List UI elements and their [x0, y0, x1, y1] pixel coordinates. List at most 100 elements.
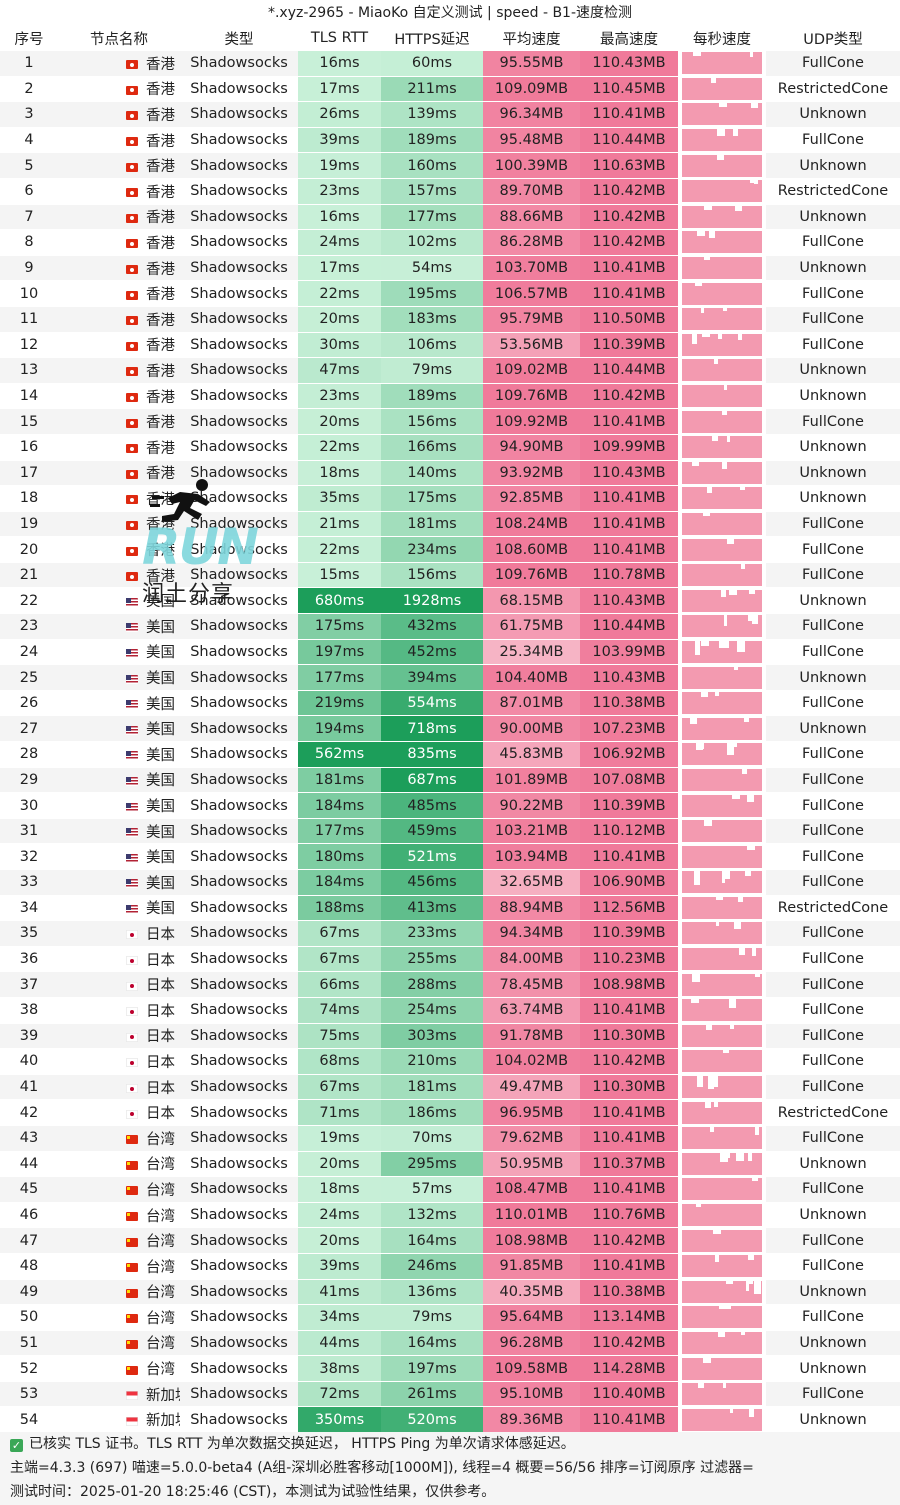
- table-row[interactable]: 13 香港 13Shadowsocks47ms79ms109.02MB110.44…: [0, 357, 900, 384]
- udp-type: FullCone: [766, 639, 900, 666]
- table-row[interactable]: 11 香港 11Shadowsocks20ms183ms95.79MB110.50…: [0, 306, 900, 333]
- table-row[interactable]: 54 新加坡 02Shadowsocks350ms520ms89.36MB110.…: [0, 1406, 900, 1434]
- table-row[interactable]: 1 香港 01Shadowsocks16ms60ms95.55MB110.43MB…: [0, 50, 900, 77]
- table-row[interactable]: 44 台湾 02Shadowsocks20ms295ms50.95MB110.37…: [0, 1151, 900, 1178]
- sparkline-gap: [701, 640, 709, 646]
- table-row[interactable]: 34 美国 13Shadowsocks188ms413ms88.94MB112.5…: [0, 895, 900, 922]
- col-header-per-second-speed[interactable]: 每秒速度: [678, 26, 766, 51]
- table-row[interactable]: 10 香港 10Shadowsocks22ms195ms106.57MB110.4…: [0, 280, 900, 307]
- table-row[interactable]: 48 台湾 06Shadowsocks39ms246ms91.85MB110.41…: [0, 1253, 900, 1280]
- table-row[interactable]: 28 美国 07Shadowsocks562ms835ms45.83MB106.9…: [0, 741, 900, 768]
- table-row[interactable]: 37 日本 03Shadowsocks66ms288ms78.45MB108.98…: [0, 971, 900, 998]
- table-row[interactable]: 46 台湾 04Shadowsocks24ms132ms110.01MB110.7…: [0, 1202, 900, 1229]
- tls-rtt: 219ms: [298, 690, 381, 717]
- per-second-speed-bar: [678, 178, 766, 205]
- udp-type: Unknown: [766, 434, 900, 461]
- udp-type: FullCone: [766, 229, 900, 256]
- table-row[interactable]: 17 香港 17Shadowsocks18ms140ms93.92MB110.43…: [0, 460, 900, 487]
- col-header-max-speed[interactable]: 最高速度: [580, 26, 678, 51]
- table-row[interactable]: 53 新加坡 01Shadowsocks72ms261ms95.10MB110.4…: [0, 1381, 900, 1408]
- avg-speed: 108.47MB: [483, 1176, 580, 1203]
- per-second-speed-bar: [678, 818, 766, 845]
- per-second-speed-bar: [678, 792, 766, 819]
- speed-sparkline: [682, 1306, 762, 1329]
- table-row[interactable]: 43 台湾 01Shadowsocks19ms70ms79.62MB110.41M…: [0, 1125, 900, 1152]
- col-header-udp-type[interactable]: UDP类型: [766, 26, 900, 51]
- table-row[interactable]: 25 美国 04Shadowsocks177ms394ms104.40MB110.…: [0, 664, 900, 691]
- table-row[interactable]: 42 日本 08Shadowsocks71ms186ms96.95MB110.41…: [0, 1099, 900, 1126]
- table-row[interactable]: 29 美国 08Shadowsocks181ms687ms101.89MB107.…: [0, 767, 900, 794]
- table-row[interactable]: 36 日本 02Shadowsocks67ms255ms84.00MB110.23…: [0, 946, 900, 973]
- table-row[interactable]: 8 香港 08Shadowsocks24ms102ms86.28MB110.42M…: [0, 229, 900, 256]
- table-row[interactable]: 33 美国 12Shadowsocks184ms456ms32.65MB106.9…: [0, 869, 900, 896]
- col-header-avg-speed[interactable]: 平均速度: [483, 26, 580, 51]
- table-row[interactable]: 15 香港 15Shadowsocks20ms156ms109.92MB110.4…: [0, 408, 900, 435]
- table-row[interactable]: 40 日本 06Shadowsocks68ms210ms104.02MB110.4…: [0, 1048, 900, 1075]
- col-header-type[interactable]: 类型: [180, 26, 298, 51]
- node-name-cell: 美国 08: [58, 767, 180, 794]
- per-second-speed-bar: [678, 664, 766, 691]
- table-row[interactable]: 24 美国 03Shadowsocks197ms452ms25.34MB103.9…: [0, 639, 900, 666]
- table-row[interactable]: 2 香港 02Shadowsocks17ms211ms109.09MB110.45…: [0, 76, 900, 103]
- sparkline-fill: [682, 359, 762, 382]
- node-name: 日本 08: [146, 1106, 180, 1123]
- table-row[interactable]: 50 台湾 08Shadowsocks34ms79ms95.64MB113.14M…: [0, 1304, 900, 1331]
- table-row[interactable]: 51 台湾 09Shadowsocks44ms164ms96.28MB110.42…: [0, 1330, 900, 1357]
- flag-hk-icon: [126, 162, 138, 172]
- table-row[interactable]: 20 香港 20Shadowsocks22ms234ms108.60MB110.4…: [0, 536, 900, 563]
- table-row[interactable]: 47 台湾 05Shadowsocks20ms164ms108.98MB110.4…: [0, 1227, 900, 1254]
- table-row[interactable]: 27 美国 06Shadowsocks194ms718ms90.00MB107.2…: [0, 715, 900, 743]
- sparkline-gap: [723, 1050, 729, 1054]
- table-row[interactable]: 6 香港 06Shadowsocks23ms157ms89.70MB110.42M…: [0, 178, 900, 205]
- table-row[interactable]: 49 台湾 07Shadowsocks41ms136ms40.35MB110.38…: [0, 1279, 900, 1306]
- table-row[interactable]: 38 日本 04Shadowsocks74ms254ms63.74MB110.41…: [0, 997, 900, 1024]
- table-row[interactable]: 3 香港 03Shadowsocks26ms139ms96.34MB110.41M…: [0, 101, 900, 128]
- col-header-index[interactable]: 序号: [0, 26, 58, 51]
- table-row[interactable]: 41 日本 07Shadowsocks67ms181ms49.47MB110.30…: [0, 1074, 900, 1101]
- avg-speed: 104.02MB: [483, 1048, 580, 1075]
- table-row[interactable]: 35 日本 01Shadowsocks67ms233ms94.34MB110.39…: [0, 920, 900, 947]
- table-row[interactable]: 52 台湾 10Shadowsocks38ms197ms109.58MB114.2…: [0, 1355, 900, 1382]
- max-speed: 110.41MB: [580, 1253, 678, 1280]
- table-row[interactable]: 19 香港 19Shadowsocks21ms181ms108.24MB110.4…: [0, 511, 900, 538]
- table-row[interactable]: 18 香港 18Shadowsocks35ms175ms92.85MB110.41…: [0, 485, 900, 512]
- table-row[interactable]: 21 香港 21Shadowsocks15ms156ms109.76MB110.7…: [0, 562, 900, 589]
- https-latency: 432ms: [381, 613, 483, 640]
- table-row[interactable]: 4 香港 04Shadowsocks39ms189ms95.48MB110.44M…: [0, 127, 900, 154]
- per-second-speed-bar: [678, 1151, 766, 1178]
- table-row[interactable]: 5 香港 05Shadowsocks19ms160ms100.39MB110.63…: [0, 152, 900, 179]
- https-latency: 140ms: [381, 460, 483, 487]
- table-row[interactable]: 16 香港 16Shadowsocks22ms166ms94.90MB109.99…: [0, 434, 900, 461]
- sparkline-gap: [741, 564, 745, 570]
- table-row[interactable]: 45 台湾 03Shadowsocks18ms57ms108.47MB110.41…: [0, 1176, 900, 1203]
- max-speed: 110.12MB: [580, 818, 678, 845]
- table-row[interactable]: 32 美国 11Shadowsocks180ms521ms103.94MB110.…: [0, 843, 900, 870]
- col-header-tls-rtt[interactable]: TLS RTT: [298, 26, 381, 51]
- https-latency: 210ms: [381, 1048, 483, 1075]
- avg-speed: 95.79MB: [483, 306, 580, 333]
- row-index: 43: [0, 1125, 58, 1152]
- table-row[interactable]: 14 香港 14Shadowsocks23ms189ms109.76MB110.4…: [0, 383, 900, 410]
- udp-type: Unknown: [766, 664, 900, 691]
- col-header-node-name[interactable]: 节点名称: [58, 26, 180, 51]
- table-row[interactable]: 39 日本 05Shadowsocks75ms303ms91.78MB110.30…: [0, 1023, 900, 1050]
- speed-sparkline: [682, 640, 762, 663]
- node-name: 美国 04: [146, 671, 180, 688]
- col-header-https-latency[interactable]: HTTPS延迟: [381, 26, 483, 51]
- table-row[interactable]: 30 美国 09Shadowsocks184ms485ms90.22MB110.3…: [0, 792, 900, 819]
- table-row[interactable]: 26 美国 05Shadowsocks219ms554ms87.01MB110.3…: [0, 690, 900, 717]
- node-name: 日本 03: [146, 978, 180, 995]
- node-name-cell: 美国 05: [58, 690, 180, 717]
- table-row[interactable]: 12 香港 12Shadowsocks30ms106ms53.56MB110.39…: [0, 332, 900, 359]
- speed-sparkline: [682, 1204, 762, 1227]
- table-row[interactable]: 23 美国 02Shadowsocks175ms432ms61.75MB110.4…: [0, 613, 900, 640]
- row-index: 48: [0, 1253, 58, 1280]
- sparkline-gap: [697, 231, 705, 237]
- node-type: Shadowsocks: [180, 1202, 298, 1229]
- table-row[interactable]: 9 香港 09Shadowsocks17ms54ms103.70MB110.41M…: [0, 255, 900, 282]
- udp-type: FullCone: [766, 690, 900, 717]
- table-row[interactable]: 31 美国 10Shadowsocks177ms459ms103.21MB110.…: [0, 818, 900, 845]
- table-row[interactable]: 7 香港 07Shadowsocks16ms177ms88.66MB110.42M…: [0, 204, 900, 231]
- table-row[interactable]: 22 美国 01Shadowsocks680ms1928ms68.15MB110.…: [0, 587, 900, 615]
- node-type: Shadowsocks: [180, 971, 298, 998]
